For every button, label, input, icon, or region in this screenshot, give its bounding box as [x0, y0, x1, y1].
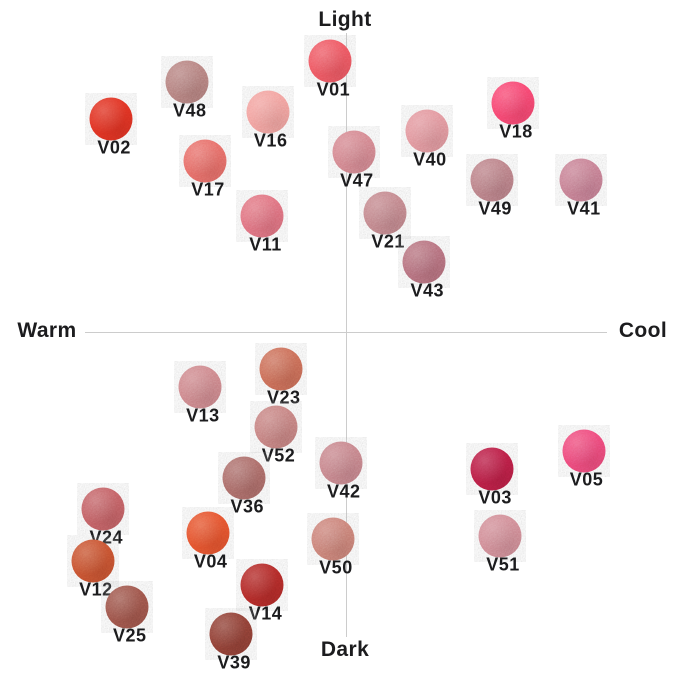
- swatch-label: V04: [193, 551, 228, 572]
- swatch-circle-V14: [240, 563, 284, 607]
- swatch-texture: [311, 518, 354, 561]
- swatch-texture: [82, 487, 125, 530]
- axis-label-light: Light: [318, 8, 372, 31]
- swatch-label: V41: [567, 198, 601, 218]
- swatch-label: V14: [248, 603, 283, 624]
- swatch-circle-V21: [363, 191, 407, 235]
- swatch-label: V40: [413, 149, 447, 170]
- swatch-circle-V48: [165, 60, 209, 104]
- swatch-label: V21: [371, 231, 405, 252]
- swatch-texture: [364, 192, 407, 235]
- swatch-label: V42: [327, 481, 361, 502]
- swatch-circle-V23: [259, 347, 303, 391]
- swatch-label: V01: [316, 79, 351, 100]
- swatch-circle-V43: [402, 240, 446, 284]
- swatch-texture: [178, 365, 221, 408]
- swatch-circle-V04: [186, 511, 230, 555]
- swatch-circle-V12: [71, 539, 115, 583]
- swatch-circle-V39: [209, 612, 253, 656]
- swatch-label: V51: [486, 554, 520, 575]
- swatch-circle-V51: [478, 514, 522, 558]
- swatch-texture: [559, 158, 602, 201]
- swatch-circle-V52: [254, 405, 298, 449]
- swatch-circle-V18: [491, 81, 535, 125]
- swatch-texture: [165, 60, 208, 103]
- swatch-circle-V05: [562, 429, 605, 473]
- swatch-circle-V42: [319, 441, 363, 485]
- swatch-texture: [332, 131, 375, 174]
- swatch-label: V02: [97, 137, 131, 157]
- swatch-label: V39: [217, 652, 251, 673]
- swatch-label: V17: [191, 179, 225, 200]
- swatch-label: V49: [478, 198, 512, 218]
- swatch-texture: [241, 195, 284, 238]
- swatch-texture: [186, 512, 229, 555]
- swatch-texture: [223, 457, 266, 500]
- swatch-label: V43: [410, 280, 445, 301]
- swatch-texture: [471, 158, 514, 201]
- swatch-circle-V03: [470, 447, 514, 491]
- swatch-texture: [562, 429, 605, 472]
- swatch-circle-V49: [470, 158, 514, 201]
- swatch-texture: [319, 442, 362, 485]
- swatch-texture: [259, 347, 302, 390]
- swatch-texture: [246, 91, 289, 134]
- axis-label-cool: Cool: [618, 319, 668, 342]
- swatch-circle-V40: [405, 109, 449, 153]
- swatch-circle-V17: [183, 139, 227, 183]
- swatch-label: V12: [79, 579, 113, 600]
- swatch-label: V50: [319, 557, 353, 578]
- swatch-circle-V36: [222, 456, 266, 500]
- swatch-circle-V24: [81, 487, 125, 531]
- swatch-circle-V02: [89, 97, 133, 140]
- swatch-circle-V50: [311, 517, 355, 561]
- swatch-label: V16: [253, 130, 288, 151]
- swatch-texture: [254, 405, 297, 448]
- swatch-label: V23: [266, 387, 301, 408]
- swatch-label: V13: [186, 405, 220, 426]
- swatch-label: V05: [569, 469, 604, 490]
- swatch-label: V47: [340, 170, 374, 191]
- swatch-label: V18: [499, 121, 533, 142]
- swatch-label: V36: [230, 496, 264, 517]
- swatch-texture: [210, 612, 253, 655]
- axis-label-warm: Warm: [17, 319, 77, 342]
- swatch-texture: [105, 585, 148, 628]
- swatch-texture: [478, 515, 521, 558]
- swatch-circle-V25: [105, 585, 149, 628]
- swatch-texture: [184, 140, 227, 183]
- swatch-label: V25: [112, 625, 147, 645]
- swatch-texture: [241, 564, 284, 607]
- swatch-circle-V41: [559, 158, 603, 201]
- swatch-circle-V01: [308, 39, 352, 83]
- swatch-circle-V11: [240, 194, 284, 238]
- swatch-texture: [71, 539, 114, 582]
- swatch-label: V11: [249, 234, 282, 255]
- swatch-texture: [403, 240, 446, 283]
- swatch-texture: [492, 82, 535, 125]
- axis-label-dark: Dark: [320, 638, 370, 661]
- swatch-texture: [405, 109, 448, 152]
- swatch-label: V03: [478, 487, 512, 508]
- swatch-texture: [471, 448, 514, 491]
- swatch-texture: [309, 39, 352, 82]
- swatch-circle-V16: [246, 90, 290, 134]
- swatch-circle-V47: [332, 130, 376, 174]
- vertical-axis-line: [346, 33, 347, 637]
- swatch-circle-V13: [178, 365, 222, 409]
- swatch-label: V52: [261, 445, 296, 466]
- swatch-texture: [90, 97, 133, 140]
- swatch-label: V48: [173, 100, 207, 121]
